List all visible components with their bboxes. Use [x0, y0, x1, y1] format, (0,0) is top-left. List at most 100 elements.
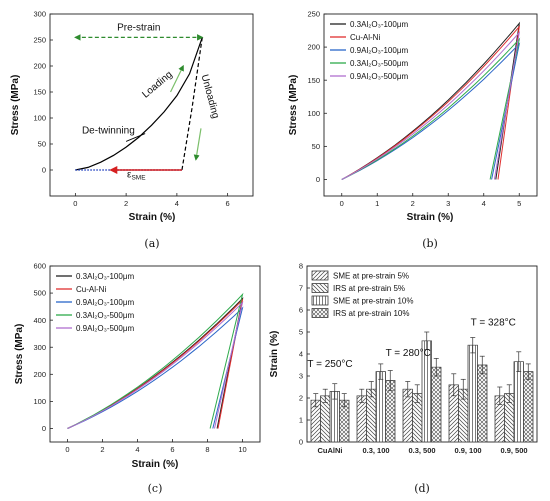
- category-label: 0.3, 500: [408, 446, 435, 455]
- annotation-0: Pre-strain: [117, 23, 160, 34]
- annotation-1: Loading: [140, 69, 174, 100]
- panel-label: (d): [414, 482, 430, 495]
- temperature-annotation-0: T = 250°C: [307, 359, 352, 370]
- panel-b: 0 50 100 150 200 250 0 1 2 3 4 5 Strain (%) Stress (M…: [288, 10, 538, 250]
- series-line-3: [341, 37, 521, 180]
- series-line-2: [67, 306, 244, 429]
- annotation-subscript: SME: [131, 174, 146, 181]
- y-tick-label: 0: [316, 175, 320, 184]
- bar: [467, 344, 478, 443]
- bar: [431, 366, 442, 443]
- y-tick-label: 5: [299, 328, 303, 337]
- y-tick-label: 4: [299, 350, 303, 359]
- annotation-3: De-twinning: [82, 126, 135, 137]
- legend-label-2: SME at pre-strain 10%: [333, 297, 413, 306]
- legend-label-1: Cu-Al-Ni: [76, 285, 106, 294]
- y-tick-label: 0: [42, 424, 46, 433]
- x-axis-label: Strain (%): [407, 212, 454, 223]
- plot-frame: [323, 13, 538, 197]
- x-tick-label: 0: [340, 199, 344, 208]
- legend-swatch-0: [311, 270, 329, 281]
- category-label: 0.9, 500: [500, 446, 527, 455]
- temperature-annotation-1: T = 280°C: [386, 348, 431, 359]
- legend-label-1: IRS at pre-strain 5%: [333, 284, 405, 293]
- legend-label-1: Cu-Al-Ni: [350, 33, 380, 42]
- legend-label-3: 0.3Al₂O₃-500μm: [350, 59, 408, 68]
- y-tick-label: 0: [299, 438, 303, 447]
- legend-swatch-3: [311, 308, 329, 318]
- x-tick-label: 2: [100, 445, 104, 454]
- y-axis-label: Stress (MPa): [10, 75, 21, 136]
- annotation-text: De-twinning: [82, 126, 135, 137]
- x-axis-label: Strain (%): [129, 212, 176, 223]
- x-tick-label: 10: [238, 445, 246, 454]
- x-tick-label: 0: [65, 445, 69, 454]
- temperature-annotation-2: T = 328°C: [471, 317, 516, 328]
- category-label: CuAlNi: [318, 446, 343, 455]
- plot-frame: [49, 13, 254, 197]
- legend-label-3: IRS at pre-strain 10%: [333, 309, 409, 318]
- y-tick-label: 50: [312, 142, 320, 151]
- legend-label-2: 0.9Al₂O₃-100μm: [76, 298, 134, 307]
- y-tick-label: 50: [38, 140, 46, 149]
- y-tick-label: 600: [33, 262, 46, 271]
- annotation-text: Pre-strain: [117, 23, 160, 34]
- y-axis-label: Strain (%): [269, 331, 280, 378]
- y-tick-label: 200: [33, 62, 46, 71]
- x-tick-label: 6: [226, 199, 230, 208]
- y-axis-label: Stress (MPa): [288, 75, 299, 136]
- x-tick-label: 8: [205, 445, 209, 454]
- y-tick-label: 3: [299, 372, 303, 381]
- x-tick-label: 1: [375, 199, 379, 208]
- y-tick-label: 6: [299, 306, 303, 315]
- y-tick-label: 100: [307, 109, 320, 118]
- x-tick-label: 3: [446, 199, 450, 208]
- bar: [523, 371, 534, 443]
- x-axis-label: Strain (%): [132, 459, 179, 470]
- legend-label-2: 0.9Al₂O₃-100μm: [350, 46, 408, 55]
- y-tick-label: 7: [299, 284, 303, 293]
- panel-label: (c): [148, 482, 163, 495]
- annotation-text: ε: [127, 169, 132, 180]
- y-tick-label: 300: [33, 10, 46, 19]
- bar: [375, 371, 386, 443]
- legend-label-3: 0.3Al₂O₃-500μm: [76, 311, 134, 320]
- bar: [513, 361, 524, 443]
- annotation-4: εSME: [127, 169, 146, 181]
- panel-c: 0 100 200 300 400 500 600 0 2 4 6 8 10 Strain (%) Stre…: [14, 262, 261, 495]
- loading-curve: [75, 37, 203, 171]
- x-tick-label: 0: [73, 199, 77, 208]
- panel-label: (a): [144, 237, 159, 250]
- bar: [477, 364, 488, 443]
- category-label: 0.9, 100: [454, 446, 481, 455]
- annotation-2: Unloading: [199, 73, 221, 119]
- series-line-3: [67, 292, 244, 429]
- legend-label-0: SME at pre-strain 5%: [333, 272, 409, 281]
- annotation-text: Unloading: [199, 73, 221, 119]
- legend-label-0: 0.3Al₂O₃-100μm: [350, 20, 408, 29]
- x-tick-label: 4: [135, 445, 139, 454]
- y-axis-label: Stress (MPa): [14, 324, 25, 385]
- y-tick-label: 250: [33, 36, 46, 45]
- series-line-2: [341, 42, 521, 180]
- series-line-1: [341, 24, 521, 180]
- plot-frame: [49, 265, 261, 443]
- y-tick-label: 250: [307, 10, 320, 19]
- loading-direction-arrow: [169, 64, 184, 93]
- legend-label-4: 0.9Al₂O₃-500μm: [76, 324, 134, 333]
- y-tick-label: 0: [42, 166, 46, 175]
- legend-swatch-1: [311, 283, 329, 293]
- y-tick-label: 300: [33, 343, 46, 352]
- de-twinning-pointer: [125, 133, 146, 142]
- y-tick-label: 100: [33, 397, 46, 406]
- y-tick-label: 400: [33, 316, 46, 325]
- x-tick-label: 2: [411, 199, 415, 208]
- x-tick-label: 2: [124, 199, 128, 208]
- x-tick-label: 4: [482, 199, 486, 208]
- category-label: 0.3, 100: [362, 446, 389, 455]
- unloading-direction-arrow: [193, 128, 202, 161]
- panel-label: (b): [422, 237, 438, 250]
- y-tick-label: 2: [299, 394, 303, 403]
- x-tick-label: 5: [517, 199, 521, 208]
- legend-label-4: 0.9Al₂O₃-500μm: [350, 72, 408, 81]
